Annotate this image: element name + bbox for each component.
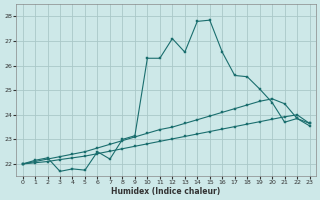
X-axis label: Humidex (Indice chaleur): Humidex (Indice chaleur) bbox=[111, 187, 221, 196]
